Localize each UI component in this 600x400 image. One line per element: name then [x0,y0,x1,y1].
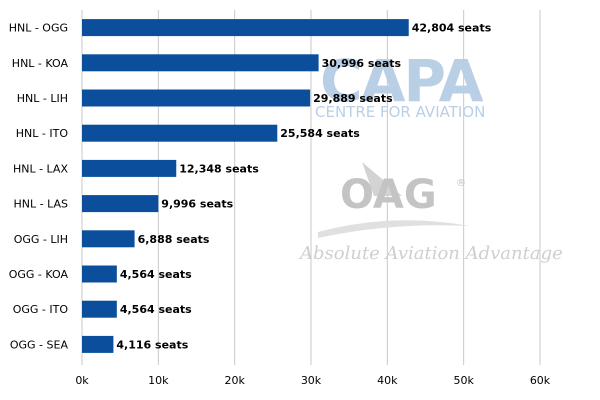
x-tick-label: 60k [530,374,551,387]
oag-watermark: OAG ® Absolute Aviation Advantage [298,162,563,264]
x-tick-label: 50k [453,374,474,387]
bar [82,195,159,213]
bar [82,335,114,353]
bar [82,265,117,283]
bar [82,230,135,248]
bar [82,54,319,72]
data-label: 30,996 seats [322,57,402,70]
category-label: OGG - ITO [13,303,69,316]
category-label: OGG - LIH [14,233,68,246]
x-tick-label: 40k [377,374,398,387]
category-label: HNL - ITO [16,127,69,140]
data-label: 29,889 seats [313,92,393,105]
oag-registered-mark: ® [456,178,466,189]
data-label: 4,564 seats [120,268,192,281]
category-label: HNL - LIH [17,92,68,105]
data-label: 42,804 seats [412,22,492,35]
bars [82,19,409,353]
data-label: 4,564 seats [120,303,192,316]
oag-swoosh-icon [362,162,402,196]
data-label: 12,348 seats [179,162,259,175]
bar [82,89,311,107]
category-label: HNL - OGG [9,22,68,35]
x-tick-label: 10k [148,374,169,387]
capa-subtitle: CENTRE FOR AVIATION [315,103,485,121]
x-tick-label: 20k [224,374,245,387]
data-label: 4,116 seats [116,338,188,351]
bar [82,159,177,177]
capa-watermark: CAPA CENTRE FOR AVIATION [315,47,486,121]
data-label: 25,584 seats [280,127,360,140]
x-tick-label: 0k [75,374,89,387]
x-axis-ticks: 0k 10k 20k 30k 40k 50k 60k [75,374,550,387]
data-labels: 42,804 seats 30,996 seats 29,889 seats 25,5… [116,22,491,352]
category-label: OGG - KOA [9,268,69,281]
bar [82,300,117,318]
category-labels: HNL - OGG HNL - KOA HNL - LIH HNL - ITO HNL … [9,22,69,352]
oag-tagline: Absolute Aviation Advantage [298,243,563,264]
oag-logo: OAG [340,172,437,218]
bar [82,124,278,142]
bar [82,19,409,37]
category-label: HNL - LAX [13,162,68,175]
category-label: OGG - SEA [10,338,69,351]
capa-logo: CAPA [320,47,484,115]
oag-swoosh-underline-icon [318,220,470,238]
category-label: HNL - LAS [14,198,68,211]
data-label: 9,996 seats [161,198,233,211]
category-label: HNL - KOA [12,57,69,70]
data-label: 6,888 seats [138,233,210,246]
x-tick-label: 30k [301,374,322,387]
